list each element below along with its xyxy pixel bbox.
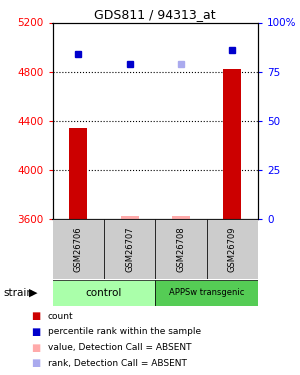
Text: GSM26707: GSM26707 [125, 226, 134, 272]
Bar [121, 216, 139, 219]
Text: APPSw transgenic: APPSw transgenic [169, 288, 244, 297]
Title: GDS811 / 94313_at: GDS811 / 94313_at [94, 8, 216, 21]
Text: percentile rank within the sample: percentile rank within the sample [48, 327, 201, 336]
Text: GSM26709: GSM26709 [228, 226, 237, 272]
Text: ■: ■ [32, 343, 40, 352]
Text: strain: strain [3, 288, 33, 298]
Bar [155, 280, 258, 306]
Bar [69, 128, 87, 219]
Bar [52, 219, 104, 279]
Text: control: control [86, 288, 122, 298]
Text: ■: ■ [32, 358, 40, 368]
Bar [172, 216, 190, 219]
Text: GSM26708: GSM26708 [176, 226, 185, 272]
Bar [52, 280, 155, 306]
Text: rank, Detection Call = ABSENT: rank, Detection Call = ABSENT [48, 359, 187, 368]
Text: ■: ■ [32, 311, 40, 321]
Bar [223, 69, 241, 219]
Text: count: count [48, 312, 74, 321]
Text: GSM26706: GSM26706 [74, 226, 83, 272]
Text: ▶: ▶ [28, 288, 37, 298]
Bar [155, 219, 207, 279]
Bar [207, 219, 258, 279]
Text: value, Detection Call = ABSENT: value, Detection Call = ABSENT [48, 343, 191, 352]
Text: ■: ■ [32, 327, 40, 337]
Bar [104, 219, 155, 279]
